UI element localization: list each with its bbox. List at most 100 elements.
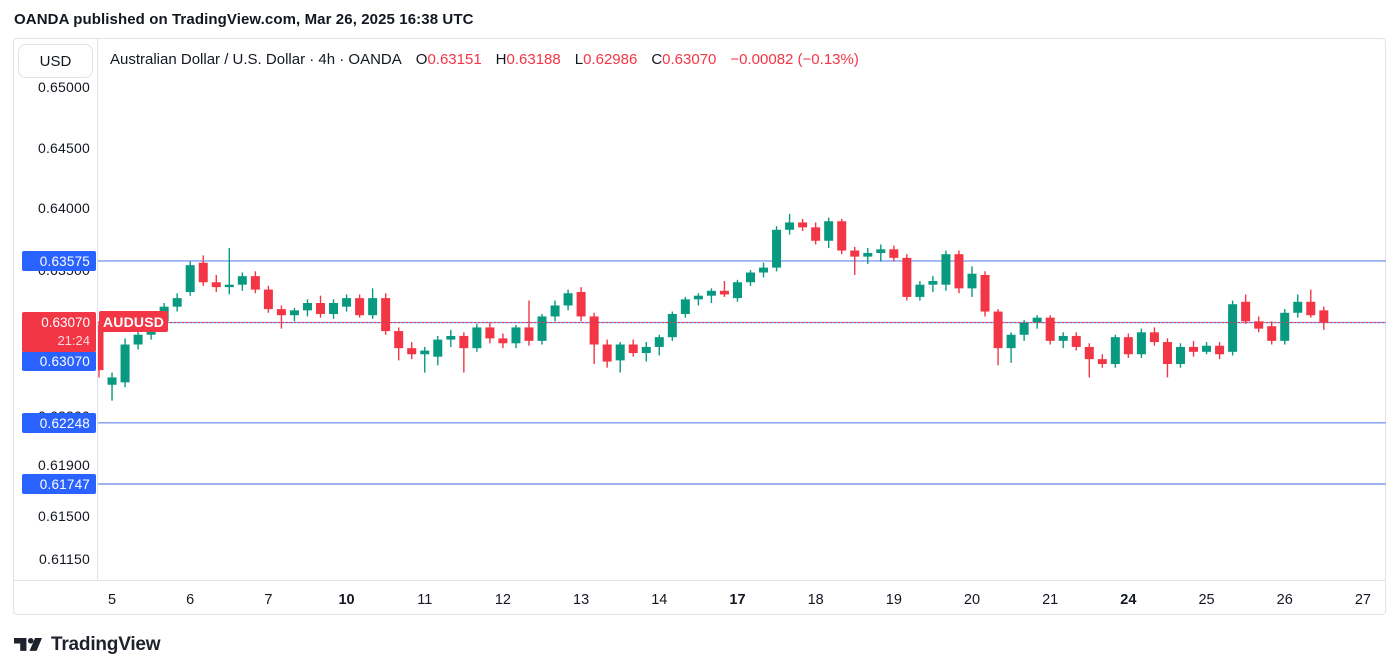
candle-body — [837, 221, 847, 251]
alert-price-badge: 0.61747 — [22, 474, 96, 494]
ohlc-high: H0.63188 — [495, 51, 561, 68]
price-axis-label: 0.61900 — [37, 457, 90, 473]
time-axis-label: 6 — [186, 592, 195, 608]
candle-body — [824, 221, 834, 241]
candle-body — [433, 339, 443, 357]
current-price-value: 0.63070 — [41, 315, 90, 330]
ohlc-low: L0.62986 — [574, 51, 638, 68]
candle-body — [1136, 332, 1146, 355]
currency-toggle-button[interactable]: USD — [18, 44, 93, 78]
candle-body — [732, 282, 742, 299]
time-axis-label: 11 — [417, 592, 433, 608]
symbol-price-flag: AUDUSD — [99, 311, 168, 332]
candle-body — [628, 344, 638, 354]
alert-price-badge: 0.62248 — [22, 413, 96, 433]
candle-body — [1189, 346, 1199, 352]
candle-body — [329, 303, 339, 314]
candle-body — [1032, 317, 1042, 323]
candle-body — [1215, 345, 1225, 355]
candle-body — [1254, 321, 1264, 329]
price-axis-label: 0.61150 — [39, 551, 90, 567]
candle-body — [446, 335, 456, 340]
price-axis-label: 0.65000 — [37, 79, 90, 95]
candle-body — [1319, 310, 1329, 323]
candle-body — [1175, 346, 1185, 365]
candle-body — [576, 292, 586, 317]
time-axis-separator — [14, 580, 1386, 581]
time-axis-label: 19 — [885, 592, 902, 608]
candle-body — [902, 257, 912, 297]
candle-body — [381, 298, 391, 332]
candle-body — [485, 327, 495, 339]
candle-body — [667, 313, 677, 338]
time-axis-label: 21 — [1042, 592, 1059, 608]
candle-body — [1006, 334, 1016, 349]
candle-body — [941, 254, 951, 285]
candle-body — [498, 338, 508, 344]
price-axis-separator — [97, 39, 98, 580]
candle-body — [394, 331, 404, 349]
symbol-title: Australian Dollar / U.S. Dollar · 4h · O… — [110, 51, 402, 68]
candle-body — [1097, 359, 1107, 365]
candle-body — [680, 299, 690, 314]
candle-body — [237, 276, 247, 285]
candle-body — [693, 295, 703, 300]
time-axis-label: 5 — [107, 592, 117, 608]
time-axis-label: 17 — [729, 592, 746, 608]
candle-body — [1045, 317, 1055, 341]
candle-body — [550, 305, 560, 317]
candle-body — [1202, 345, 1212, 352]
time-axis-label: 27 — [1354, 592, 1371, 608]
candle-body — [1123, 337, 1133, 355]
candle-body — [889, 249, 899, 258]
candle-body — [980, 274, 990, 312]
candle-body — [1241, 301, 1251, 322]
candle-body — [407, 348, 417, 355]
candle-body — [420, 350, 430, 355]
candle-body — [459, 335, 469, 349]
price-axis-label: 0.64000 — [37, 200, 90, 216]
time-axis-label: 20 — [963, 592, 981, 608]
tradingview-logo-text: TradingView — [51, 634, 161, 655]
candle-body — [811, 227, 821, 241]
candle-body — [615, 344, 625, 361]
candle-body — [915, 284, 925, 297]
candle-body — [198, 262, 208, 283]
published-header: OANDA published on TradingView.com, Mar … — [14, 11, 474, 28]
candle-body — [967, 273, 977, 289]
candle-body — [524, 327, 534, 341]
candle-body — [1280, 312, 1290, 341]
price-change: −0.00082 (−0.13%) — [730, 51, 859, 68]
candle-body — [1019, 322, 1029, 335]
price-axis-label: 0.61500 — [37, 508, 90, 524]
candle-body — [107, 377, 117, 385]
candle-body — [785, 222, 795, 230]
ohlc-close: C0.63070 — [651, 51, 717, 68]
candle-body — [355, 298, 365, 316]
price-axis-label: 0.64500 — [37, 140, 90, 156]
time-axis-label: 12 — [494, 592, 511, 608]
tradingview-attribution[interactable]: TradingView — [14, 634, 161, 656]
ohlc-open: O0.63151 — [415, 51, 482, 68]
candle-body — [641, 346, 651, 354]
candle-body — [1267, 326, 1277, 341]
candle-body — [302, 303, 312, 311]
candle-body — [133, 334, 143, 345]
time-axis-label: 14 — [651, 592, 668, 608]
alert-price-badge: 0.63575 — [22, 251, 96, 271]
candle-body — [863, 252, 873, 257]
time-axis-label: 24 — [1120, 592, 1137, 608]
candle-body — [1149, 332, 1159, 343]
candle-body — [746, 272, 755, 283]
time-axis-label: 7 — [264, 592, 273, 608]
symbol-title-bar: Australian Dollar / U.S. Dollar · 4h · O… — [110, 51, 859, 68]
candle-body — [511, 327, 521, 344]
candle-body — [185, 265, 195, 293]
candle-body — [224, 284, 234, 288]
candle-body — [289, 310, 299, 316]
candle-body — [1110, 337, 1120, 365]
candle-body — [537, 316, 547, 341]
current-price-badge: 0.63070 21:24 — [22, 312, 96, 352]
